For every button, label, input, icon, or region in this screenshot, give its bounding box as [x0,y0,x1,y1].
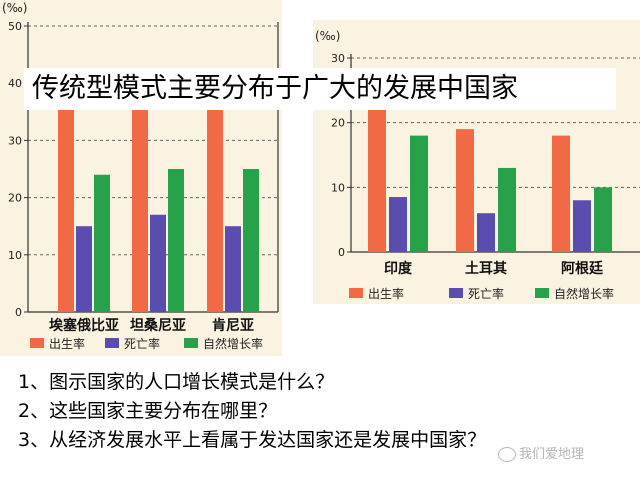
right-legend-swatch-2 [449,288,463,298]
right-bar-3-3 [594,187,612,252]
right-legend-label-2: 死亡率 [468,286,504,301]
left-bar-2-2 [150,214,166,312]
question-3-text: 、从经济发展水平上看属于发达国家还是发展中国家？ [30,429,487,451]
left-tick-label-50: 50 [8,20,22,33]
question-2: 2、这些国家主要分布在哪里？ [18,397,640,426]
left-chart-panel: (‰) 0 10 20 30 40 50 埃塞俄比亚 坦桑尼亚 肯尼亚出生率 死亡率 自然增长率 [0,0,282,356]
question-1: 1、图示国家的人口增长模式是什么？ [18,368,640,397]
question-1-text: 、图示国家的人口增长模式是什么？ [30,371,335,393]
right-tick-label-10: 10 [331,181,345,194]
left-tick-label-20: 20 [8,192,22,205]
right-bar-1-1 [368,103,386,253]
right-tick-label-30: 30 [331,52,345,65]
left-category-label-3: 肯尼亚 [212,317,254,334]
left-legend-label-1: 出生率 [49,336,85,351]
right-bar-1-3 [410,135,428,252]
left-legend-swatch-1 [30,338,44,348]
question-2-number: 2 [18,400,31,422]
right-legend-label-1: 出生率 [368,286,404,301]
question-1-number: 1 [18,371,31,393]
right-legend-swatch-1 [349,288,363,298]
right-category-label-1: 印度 [384,260,413,277]
right-legend-label-3: 自然增长率 [554,286,614,301]
question-2-text: 、这些国家主要分布在哪里？ [30,400,278,422]
left-legend-label-2: 死亡率 [124,336,160,351]
right-tick-label-0: 0 [338,246,345,259]
right-bar-2-3 [498,167,516,252]
left-y-unit: (‰) [2,1,27,15]
left-bar-1-3 [94,174,110,312]
left-bar-3-2 [225,226,241,312]
right-bar-1-2 [389,197,407,252]
left-tick-label-30: 30 [8,134,22,147]
right-chart-panel: (‰) 0 10 20 30 印度 土耳其 阿根廷出生率 死亡率 自然增长率 [313,20,640,304]
left-bar-2-1 [132,106,148,312]
watermark-text: 我们爱地理 [519,447,585,462]
left-bar-2-3 [168,169,184,312]
right-legend-swatch-3 [535,288,549,298]
banner-title: 传统型模式主要分布于广大的发展中国家 [24,68,616,110]
question-list: 1、图示国家的人口增长模式是什么？ 2、这些国家主要分布在哪里？ 3、从经济发展… [18,368,640,455]
right-bar-3-1 [552,135,570,252]
left-legend-swatch-2 [105,338,119,348]
right-bar-2-2 [477,213,495,252]
right-bar-2-1 [456,129,474,252]
left-legend-swatch-3 [184,338,198,348]
right-category-label-2: 土耳其 [465,260,507,277]
left-bar-1-1 [58,106,74,312]
left-bar-3-1 [207,106,223,312]
left-bar-3-3 [243,169,259,312]
right-bar-3-2 [573,200,591,252]
left-tick-label-0: 0 [15,306,22,319]
left-category-label-1: 埃塞俄比亚 [49,317,119,334]
left-legend-label-3: 自然增长率 [203,336,263,351]
right-tick-label-20: 20 [331,117,345,130]
question-3: 3、从经济发展水平上看属于发达国家还是发展中国家？ [18,426,640,455]
left-tick-label-40: 40 [8,77,22,90]
right-y-unit: (‰) [315,29,340,43]
left-bar-1-2 [76,226,92,312]
left-tick-label-10: 10 [8,249,22,262]
left-category-label-2: 坦桑尼亚 [130,318,186,334]
watermark: 我们爱地理 [498,443,584,462]
question-3-number: 3 [18,429,31,451]
wechat-icon [498,447,516,462]
right-category-label-3: 阿根廷 [561,260,604,277]
